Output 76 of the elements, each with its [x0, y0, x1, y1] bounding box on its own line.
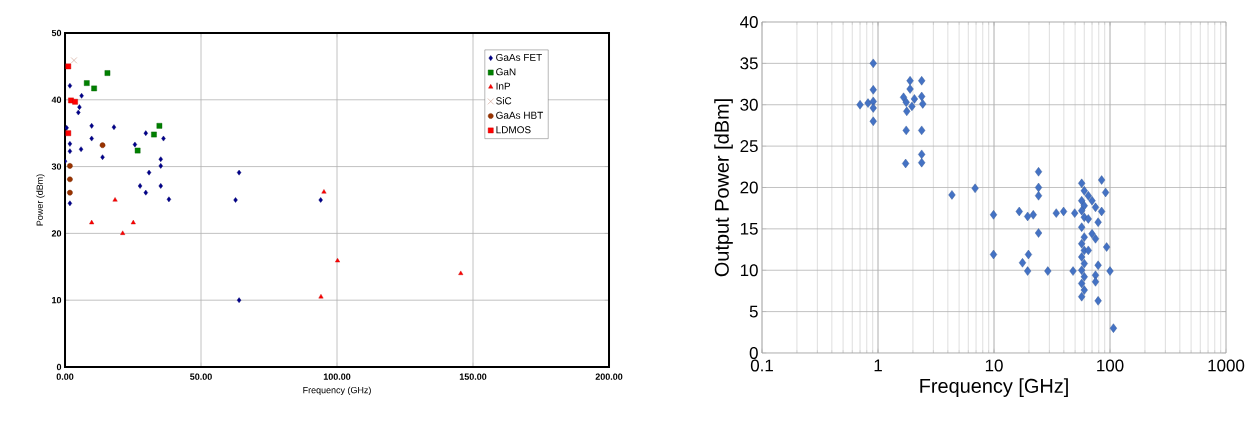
point	[151, 131, 157, 138]
y-tick-label: 50	[51, 29, 62, 37]
y-tick-label: 25	[740, 140, 758, 153]
point	[91, 85, 97, 92]
y-axis-title: Power (dBm)	[36, 174, 45, 226]
point	[236, 297, 242, 303]
y-tick-label: 15	[740, 222, 758, 235]
point	[158, 163, 163, 169]
y-tick-label: 10	[740, 264, 758, 277]
x-tick-label: 10	[985, 359, 1003, 372]
point	[120, 230, 126, 235]
x-tick-label: 100	[1097, 359, 1124, 372]
point	[76, 109, 81, 116]
point	[335, 257, 340, 263]
y-tick-label: 40	[740, 15, 758, 28]
legend-label: GaAs HBT	[496, 111, 544, 119]
point	[89, 135, 94, 142]
point	[233, 197, 238, 203]
point	[146, 169, 152, 176]
y-tick-label: 5	[749, 305, 758, 318]
legend-label: SiC	[496, 97, 512, 105]
point	[236, 169, 242, 176]
legend-label: GaAs FET	[496, 53, 542, 61]
legend-label: InP	[496, 82, 511, 90]
y-tick-label: 40	[51, 96, 62, 103]
point	[89, 123, 94, 129]
point	[156, 123, 163, 129]
point	[158, 156, 163, 163]
x-tick-label: 100.00	[323, 373, 351, 380]
point	[458, 270, 464, 275]
x-axis-title: Frequency [GHz]	[920, 378, 1068, 397]
point	[112, 197, 118, 202]
x-tick-label: 50.00	[190, 373, 212, 380]
point	[143, 189, 148, 196]
point	[132, 141, 138, 148]
point	[79, 92, 84, 99]
point	[130, 219, 136, 225]
y-axis-title: Output Power [dBm]	[714, 99, 733, 277]
point	[77, 104, 82, 110]
point	[65, 130, 72, 136]
point	[78, 146, 84, 153]
y-tick-label: 30	[51, 163, 62, 170]
point	[143, 130, 148, 136]
point	[161, 135, 166, 142]
point	[72, 99, 78, 105]
point	[104, 70, 111, 76]
y-tick-label: 0	[749, 346, 758, 359]
y-tick-label: 35	[740, 57, 758, 70]
point	[65, 63, 72, 70]
y-tick-label: 20	[740, 181, 758, 194]
point	[99, 142, 106, 148]
point	[111, 124, 117, 130]
point	[158, 183, 163, 189]
y-tick-label: 30	[740, 98, 758, 111]
y-tick-label: 10	[52, 297, 62, 304]
point	[83, 80, 90, 86]
legend-label: LDMOS	[496, 126, 531, 134]
x-tick-label: 0.1	[750, 359, 773, 372]
x-tick-label: 1	[874, 359, 882, 372]
point	[318, 294, 324, 299]
point	[166, 196, 172, 203]
point	[134, 147, 141, 154]
point	[137, 183, 143, 189]
x-tick-label: 0.00	[56, 373, 74, 380]
x-axis-title: Frequency (GHz)	[303, 386, 371, 396]
x-tick-label: 1000	[1208, 359, 1245, 372]
y-tick-label: 20	[51, 230, 62, 237]
point	[100, 154, 105, 161]
x-tick-label: 200.00	[595, 373, 623, 380]
point	[318, 197, 323, 203]
point	[321, 189, 327, 194]
x-tick-label: 150.00	[459, 373, 487, 380]
point	[70, 57, 78, 64]
legend-label: GaN	[496, 68, 516, 76]
point	[89, 219, 95, 225]
y-tick-label: 0	[56, 363, 62, 371]
